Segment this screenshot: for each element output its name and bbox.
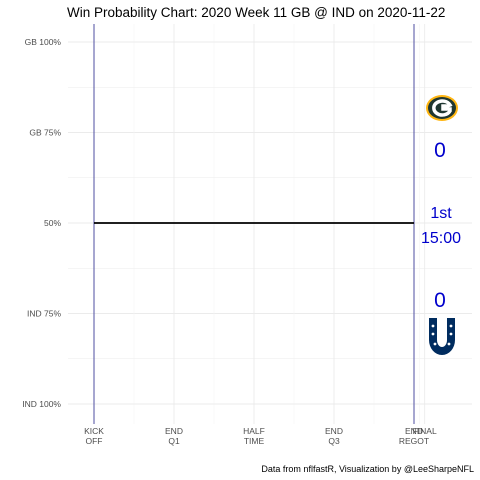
x-tick-label: TIME: [244, 436, 265, 446]
x-tick-label: FINAL: [413, 426, 437, 436]
y-axis-ticks: GB 100% GB 75% 50% IND 75% IND 100%: [22, 37, 61, 409]
y-tick-label: IND 75%: [27, 309, 61, 319]
y-tick-label: 50%: [44, 218, 61, 228]
packers-logo-icon: [426, 95, 458, 121]
chart-title: Win Probability Chart: 2020 Week 11 GB @…: [67, 5, 445, 20]
y-tick-label: GB 75%: [29, 128, 61, 138]
colts-logo-icon: [429, 318, 455, 355]
x-tick-label: OFF: [86, 436, 103, 446]
grid: [68, 24, 472, 424]
home-score: 0: [434, 289, 446, 312]
y-tick-label: GB 100%: [25, 37, 62, 47]
y-tick-label: IND 100%: [22, 399, 61, 409]
x-tick-label: END: [405, 426, 423, 436]
period-lines: [93, 24, 415, 424]
x-tick-label: END: [325, 426, 343, 436]
quarter-label: 1st: [430, 205, 452, 222]
x-tick-label: Q3: [328, 436, 340, 446]
x-tick-label: Q1: [168, 436, 180, 446]
x-tick-label: END: [165, 426, 183, 436]
x-tick-label: KICK: [84, 426, 104, 436]
away-score: 0: [434, 139, 446, 162]
x-tick-label: HALF: [243, 426, 265, 436]
x-tick-label: REGOT: [399, 436, 429, 446]
game-clock: 15:00: [421, 230, 461, 247]
chart-caption: Data from nflfastR, Visualization by @Le…: [261, 464, 474, 474]
